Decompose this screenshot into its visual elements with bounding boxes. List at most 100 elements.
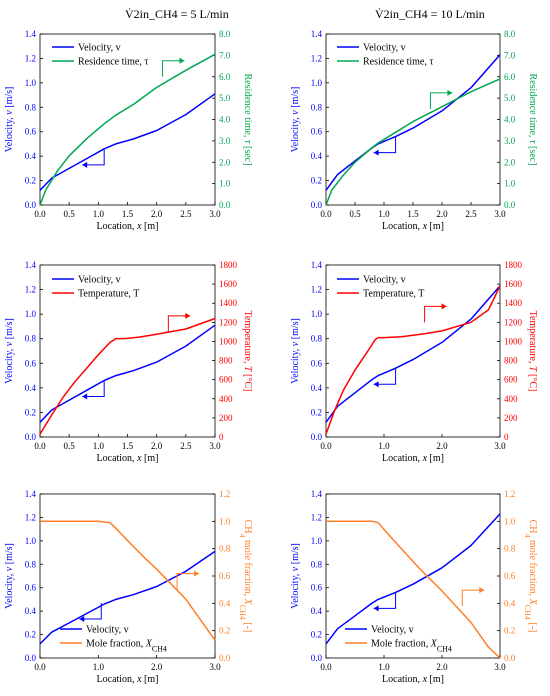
axis-arrow-left	[82, 148, 105, 166]
y-right-tick-label: 1000	[504, 336, 523, 346]
y-left-tick-label: 1.4	[311, 489, 323, 499]
y-right-tick-label: 0.8	[219, 544, 231, 554]
y-left-tick-label: 0.6	[311, 583, 323, 593]
y-right-tick-label: 600	[504, 375, 518, 385]
y-left-tick-label: 0.2	[311, 630, 322, 640]
arrow-head	[194, 570, 200, 577]
y-left-tick-label: 0.2	[25, 630, 36, 640]
y-right-tick-label: 1400	[504, 298, 523, 308]
y-left-tick-label: 1.2	[25, 512, 36, 522]
y-left-tick-label: 0.4	[311, 606, 323, 616]
x-tick-label: 0.0	[34, 662, 46, 672]
y-left-tick-label: 0.0	[25, 432, 37, 442]
legend: Velocity, v Temperature, T	[337, 275, 424, 300]
arrow-head	[185, 312, 191, 319]
y-right-tick-label: 0.8	[504, 544, 516, 554]
legend-label: Temperature, T	[363, 289, 424, 300]
x-tick-label: 0.0	[34, 209, 46, 219]
y-left-tick-label: 0.6	[25, 358, 37, 368]
y-right-axis-label: CH4 mole fraction, XCH4 [-]	[524, 520, 539, 633]
legend-label: Mole fraction, XCH4	[86, 639, 167, 654]
y-right-tick-label: 7.0	[504, 50, 516, 60]
x-tick-label: 2.0	[151, 441, 163, 451]
y-right-tick-label: 600	[219, 375, 233, 385]
axis-arrow-left	[373, 136, 397, 154]
arrow-head	[373, 149, 379, 156]
y-left-tick-label: 1.2	[311, 285, 322, 295]
x-tick-label: 3.0	[494, 209, 506, 219]
series-line-secondary	[325, 285, 501, 435]
column-title-left: V̇2in_CH4 = 5 L/min	[125, 7, 229, 21]
series-line-velocity	[39, 550, 216, 645]
x-tick-label: 2.0	[151, 209, 163, 219]
legend: Velocity, v Mole fraction, XCH4	[60, 625, 167, 654]
y-left-tick-label: 1.0	[311, 309, 323, 319]
axis-arrow-left	[373, 592, 397, 609]
y-left-tick-label: 0.6	[25, 127, 37, 137]
x-axis-label: Location, x [m]	[382, 221, 444, 232]
series-line-velocity	[39, 324, 216, 423]
y-right-tick-label: 1800	[219, 260, 238, 270]
y-left-axis-label: Velocity, v [m/s]	[4, 543, 15, 609]
y-left-tick-label: 1.0	[25, 536, 37, 546]
y-left-tick-label: 0.0	[311, 432, 323, 442]
x-tick-label: 1.5	[122, 441, 134, 451]
plot-frame	[325, 264, 501, 438]
legend-label: Mole fraction, XCH4	[371, 639, 452, 654]
y-left-tick-label: 0.6	[311, 358, 323, 368]
arrow-head	[447, 89, 453, 96]
y-left-tick-label: 0.2	[311, 176, 322, 186]
x-tick-label: 1.0	[378, 441, 390, 451]
legend-label: Velocity, v	[78, 275, 121, 286]
y-left-tick-label: 0.8	[311, 334, 323, 344]
y-right-tick-label: 0.2	[504, 626, 515, 636]
x-axis-label: Location, x [m]	[97, 674, 159, 685]
y-right-tick-label: 0	[219, 432, 224, 442]
y-left-tick-label: 0.8	[25, 559, 37, 569]
y-left-tick-label: 1.0	[25, 309, 37, 319]
legend-label: Velocity, v	[363, 275, 406, 286]
y-left-tick-label: 0.0	[311, 200, 323, 210]
y-right-tick-label: 1000	[219, 336, 238, 346]
arrow-head	[373, 605, 379, 612]
y-right-tick-label: 1.2	[504, 489, 515, 499]
series-line-velocity	[325, 513, 501, 645]
y-right-tick-label: 2.0	[219, 157, 231, 167]
y-right-tick-label: 0	[504, 432, 509, 442]
x-tick-label: 2.5	[180, 209, 192, 219]
chart-mole-10: 0.0 1.0 2.0 3.00.00.20.40.60.81.01.21.40.00…	[290, 489, 538, 685]
y-right-tick-label: 0.2	[219, 626, 230, 636]
y-right-tick-label: 0.6	[504, 571, 516, 581]
arrow-head	[373, 381, 379, 388]
y-right-axis-label: Residence time, τ [sec]	[527, 74, 538, 166]
y-left-tick-label: 0.6	[25, 583, 37, 593]
y-left-tick-label: 1.0	[311, 536, 323, 546]
axis-arrow-right	[429, 92, 453, 109]
y-left-axis-label: Velocity, v [m/s]	[4, 87, 15, 153]
x-tick-label: 0.0	[320, 209, 332, 219]
y-right-tick-label: 1600	[219, 279, 238, 289]
x-tick-label: 3.0	[494, 662, 506, 672]
y-left-tick-label: 1.4	[25, 29, 37, 39]
y-left-axis-label: Velocity, v [m/s]	[290, 543, 301, 609]
y-left-tick-label: 0.2	[25, 176, 36, 186]
column-title-right: V̇2in_CH4 = 10 L/min	[375, 7, 485, 21]
x-tick-label: 0.0	[320, 662, 332, 672]
legend: Velocity, v Residence time, τ	[52, 43, 148, 68]
y-right-axis-label: CH4 mole fraction, XCH4 [-]	[239, 520, 254, 633]
y-right-tick-label: 0.0	[219, 200, 231, 210]
y-right-tick-label: 1.2	[219, 489, 230, 499]
y-left-axis-label: Velocity, v [m/s]	[290, 87, 301, 153]
legend: Velocity, v Residence time, τ	[337, 43, 433, 68]
y-left-tick-label: 0.0	[25, 200, 37, 210]
series-line-velocity	[325, 54, 501, 191]
x-tick-label: 2.0	[151, 662, 163, 672]
x-tick-label: 3.0	[209, 441, 221, 451]
y-right-tick-label: 4.0	[504, 115, 516, 125]
y-left-tick-label: 1.2	[25, 53, 36, 63]
y-right-tick-label: 0.0	[219, 653, 231, 663]
axis-arrow-right	[424, 305, 447, 323]
chart-temperature-5: 0.0 0.5 1.0 1.5 2.0 2.5 3.0 0.0 0.2 0.4 0.6 0.8 1.0 1…	[4, 260, 253, 464]
y-left-tick-label: 1.4	[25, 489, 37, 499]
